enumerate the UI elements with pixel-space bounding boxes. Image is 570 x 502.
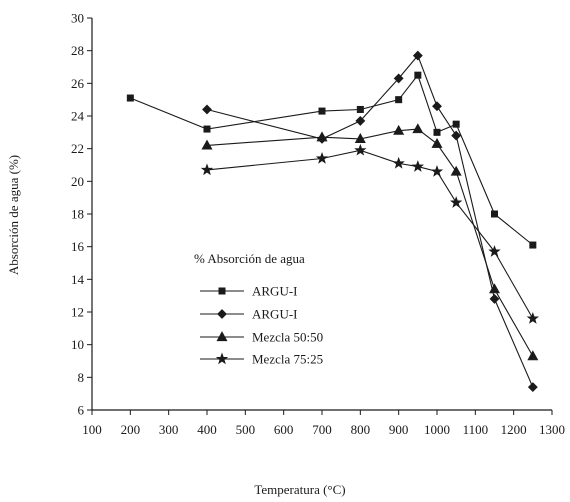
data-point-square: [126, 94, 134, 102]
y-tick-label: 18: [71, 207, 84, 222]
y-tick-label: 20: [71, 174, 84, 189]
legend-label: Mezcla 75:25: [252, 352, 323, 367]
data-point-star: [488, 245, 501, 257]
data-point-triangle: [431, 137, 443, 148]
data-point-square: [203, 125, 211, 133]
data-point-triangle: [488, 283, 501, 294]
legend-swatch-square: [218, 287, 226, 295]
y-tick-label: 24: [71, 109, 85, 124]
data-point-square: [414, 71, 422, 79]
data-point-diamond: [527, 382, 538, 393]
data-point-diamond: [432, 101, 442, 112]
data-point-square: [433, 128, 441, 136]
x-tick-label: 400: [197, 422, 217, 437]
series-1: [126, 71, 537, 249]
legend-label: Mezcla 50:50: [252, 330, 323, 345]
y-tick-label: 14: [71, 272, 85, 287]
data-point-star: [200, 163, 214, 176]
x-tick-label: 800: [351, 422, 371, 437]
data-point-star: [354, 143, 367, 156]
data-point-diamond: [393, 73, 404, 84]
data-point-triangle: [316, 131, 328, 142]
y-tick-label: 26: [71, 76, 85, 91]
x-axis-title: Temperatura (°C): [254, 482, 345, 497]
data-point-triangle: [527, 350, 539, 361]
x-tick-label: 300: [159, 422, 179, 437]
y-tick-label: 30: [71, 11, 84, 26]
data-point-triangle: [450, 165, 462, 176]
x-tick-label: 900: [389, 422, 409, 437]
data-point-square: [490, 210, 498, 218]
legend-swatch-star: [215, 352, 229, 365]
data-point-triangle: [201, 139, 213, 150]
data-point-diamond: [355, 115, 366, 126]
x-tick-label: 1300: [539, 422, 565, 437]
x-tick-label: 700: [312, 422, 332, 437]
series-line: [206, 128, 534, 357]
legend-label: ARGU-I: [252, 307, 298, 322]
x-tick-label: 1000: [424, 422, 450, 437]
y-tick-label: 8: [78, 370, 85, 385]
data-point-star: [315, 151, 329, 164]
data-point-square: [452, 120, 460, 128]
legend-label: ARGU-I: [252, 284, 298, 299]
x-tick-label: 1100: [463, 422, 489, 437]
data-point-star: [450, 196, 463, 208]
data-point-star: [526, 312, 539, 324]
y-ticks: 6 8 10 12 14 16 18 20 22 24 26 28 30: [71, 11, 92, 418]
data-point-square: [395, 96, 403, 104]
series-line: [130, 74, 534, 246]
data-point-square: [529, 241, 537, 249]
legend: % Absorción de agua ARGU-I ARGU-I Mezcla 5…: [194, 251, 323, 367]
x-tick-label: 600: [274, 422, 294, 437]
y-tick-label: 28: [71, 43, 84, 58]
series-3: [201, 123, 539, 361]
x-tick-label: 1200: [501, 422, 527, 437]
y-tick-label: 6: [78, 403, 85, 418]
legend-swatch-diamond: [217, 309, 227, 319]
legend-entry: ARGU-I: [200, 307, 298, 322]
y-tick-label: 10: [71, 337, 84, 352]
data-point-diamond: [489, 294, 500, 304]
y-axis-title: Absorción de agua (%): [6, 155, 21, 275]
legend-entry: ARGU-I: [200, 284, 298, 299]
series-layer: [126, 50, 539, 393]
data-point-star: [411, 160, 424, 172]
data-point-diamond: [451, 130, 462, 141]
legend-entry: Mezcla 50:50: [200, 330, 323, 345]
data-point-square: [356, 105, 364, 113]
x-ticks: 100 200 300 400 500 600 700 800 900 1000 1100 1200 1…: [82, 410, 565, 437]
data-point-triangle: [354, 133, 366, 143]
data-point-diamond: [412, 50, 423, 61]
data-point-diamond: [202, 104, 212, 115]
x-tick-label: 500: [236, 422, 256, 437]
legend-swatch-triangle: [216, 331, 228, 342]
data-point-star: [392, 156, 405, 169]
y-tick-label: 12: [71, 305, 84, 320]
data-point-square: [318, 107, 326, 115]
x-tick-label: 100: [82, 422, 102, 437]
data-point-star: [430, 165, 444, 177]
legend-entry: Mezcla 75:25: [200, 352, 323, 367]
series-4: [200, 143, 539, 324]
legend-title: % Absorción de agua: [194, 251, 305, 266]
x-tick-label: 200: [121, 422, 141, 437]
y-tick-label: 16: [71, 239, 85, 254]
data-point-triangle: [393, 124, 405, 135]
y-tick-label: 22: [71, 141, 84, 156]
series-2: [202, 50, 538, 393]
data-point-triangle: [412, 123, 424, 134]
